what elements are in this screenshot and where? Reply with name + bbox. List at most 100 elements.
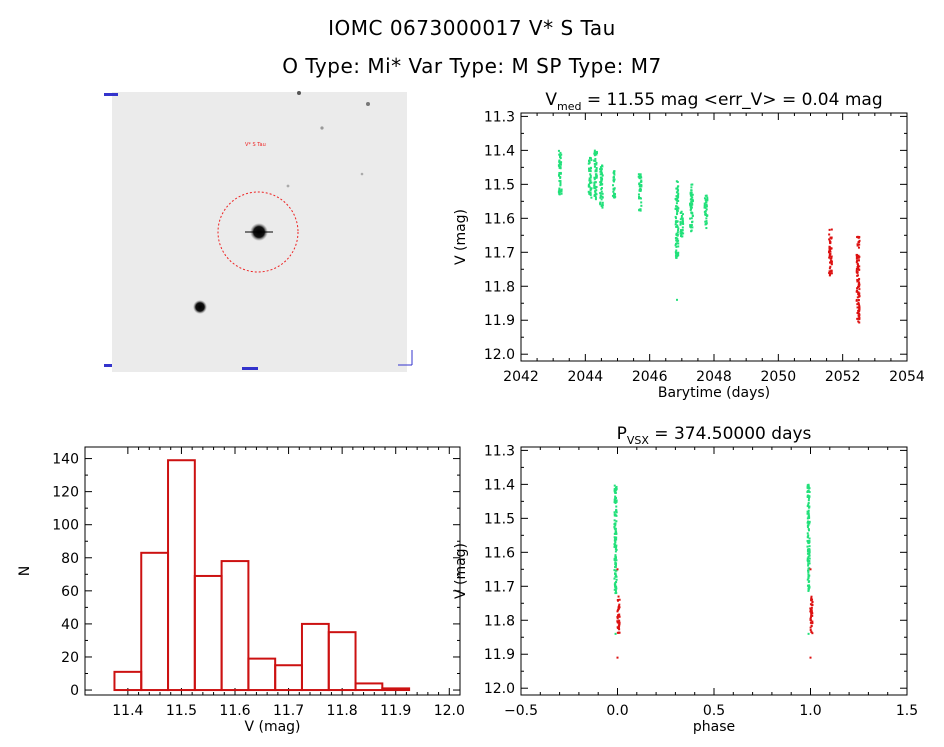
lightcurve-point-flagged [829, 250, 832, 253]
lightcurve-point-good [703, 205, 706, 208]
lightcurve-point-good [705, 201, 708, 204]
phased-point-good [614, 557, 617, 560]
lightcurve-point-good [587, 184, 590, 187]
phased-point-good [807, 529, 810, 532]
phased-point-flagged [618, 619, 621, 622]
lightcurve-point-good [703, 203, 706, 206]
lightcurve-point-good [705, 227, 708, 230]
histogram-ytick-label: 0 [70, 683, 79, 699]
lightcurve-point-good [704, 212, 707, 215]
phased-point-flagged [618, 613, 621, 616]
phased-point-good [806, 526, 809, 529]
histogram-xtick-label: 11.4 [112, 703, 143, 719]
phased-point-flagged [617, 595, 620, 598]
phased-point-good [808, 548, 811, 551]
lightcurve-point-flagged [828, 246, 831, 249]
phased-point-good [614, 550, 617, 553]
phased-ytick-label: 11.6 [484, 545, 515, 561]
lightcurve-point-good [601, 178, 604, 181]
lightcurve-point-good [677, 229, 680, 232]
lightcurve-point-flagged [829, 265, 832, 268]
phased-point-good [807, 515, 810, 518]
lightcurve-point-good [704, 199, 707, 202]
lightcurve-point-good [559, 176, 562, 179]
phased-point-flagged [617, 608, 620, 611]
phased-point-flagged [618, 621, 621, 624]
lightcurve-point-good [676, 255, 679, 258]
phased-xtick-label: −0.5 [504, 703, 538, 719]
phased-frame [520, 446, 908, 696]
histogram-bar [327, 631, 357, 692]
lightcurve-point-good [677, 196, 680, 199]
lightcurve-point-good [599, 173, 602, 176]
phased-point-good [807, 512, 810, 515]
phased-point-good [807, 503, 810, 506]
lightcurve-point-good [558, 179, 561, 182]
lightcurve-point-good [600, 187, 603, 190]
lightcurve-point-good [600, 190, 603, 193]
lightcurve-point-good [595, 150, 598, 153]
lightcurve-point-good [558, 193, 561, 196]
lightcurve-point-good [639, 208, 642, 211]
lightcurve-ytick-label: 11.3 [484, 109, 515, 125]
histogram-ytick-label: 120 [52, 485, 79, 501]
lightcurve-point-good [674, 242, 677, 245]
lightcurve-point-flagged [858, 307, 861, 310]
lightcurve-point-flagged [856, 311, 859, 314]
histogram-bar [300, 622, 330, 692]
lightcurve-point-flagged [858, 243, 861, 246]
lightcurve-point-flagged [829, 273, 832, 276]
lightcurve-point-good [677, 253, 680, 256]
lightcurve-point-good [676, 298, 679, 301]
lightcurve-point-flagged [858, 288, 861, 291]
lightcurve-point-good [681, 229, 684, 232]
lightcurve-point-good [593, 151, 596, 154]
phased-point-good [808, 552, 811, 555]
lightcurve-point-flagged [857, 236, 860, 239]
lightcurve-point-good [613, 173, 616, 176]
lightcurve-point-flagged [830, 263, 833, 266]
lightcurve-point-good [637, 173, 640, 176]
phased-point-flagged [810, 614, 813, 617]
lightcurve-point-flagged [856, 274, 859, 277]
thumbnail-corner-mark [104, 364, 112, 367]
lightcurve-point-flagged [858, 265, 861, 268]
lightcurve-point-good [676, 199, 679, 202]
lightcurve-point-good [560, 188, 563, 191]
lightcurve-point-good [558, 153, 561, 156]
lightcurve-point-good [595, 170, 598, 173]
lightcurve-point-good [594, 191, 597, 194]
lightcurve-point-flagged [858, 295, 861, 298]
phased-point-good [807, 564, 810, 567]
phased-point-good [614, 564, 617, 567]
lightcurve-point-good [704, 220, 707, 223]
lightcurve-point-good [690, 217, 693, 220]
lightcurve-point-flagged [857, 291, 860, 294]
lightcurve-point-good [690, 204, 693, 207]
lightcurve-point-good [677, 227, 680, 230]
phased-point-good [807, 509, 810, 512]
lightcurve-point-good [600, 198, 603, 201]
lightcurve-point-good [593, 181, 596, 184]
lightcurve-title-rest: = 11.55 mag <err_V> = 0.04 mag [581, 90, 882, 110]
field-star-small [366, 102, 370, 106]
phased-point-good [614, 561, 617, 564]
lightcurve-point-good [706, 196, 709, 199]
lightcurve-point-good [680, 216, 683, 219]
lightcurve-point-good [640, 179, 643, 182]
lightcurve-xtick-label: 2054 [889, 369, 925, 385]
lightcurve-xtick-label: 2046 [632, 369, 668, 385]
phased-point-good [614, 632, 617, 635]
lightcurve-point-flagged [857, 246, 860, 249]
lightcurve-point-good [676, 212, 679, 215]
lightcurve-point-good [675, 205, 678, 208]
lightcurve-point-good [675, 180, 678, 183]
lightcurve-point-flagged [857, 254, 860, 257]
phased-point-flagged [810, 611, 813, 614]
lightcurve-point-good [612, 184, 615, 187]
lightcurve-point-good [675, 213, 678, 216]
lightcurve-point-flagged [855, 269, 858, 272]
main-title: IOMC 0673000017 V* S Tau [328, 16, 616, 40]
aperture-circle [217, 191, 299, 273]
lightcurve-point-good [588, 159, 591, 162]
